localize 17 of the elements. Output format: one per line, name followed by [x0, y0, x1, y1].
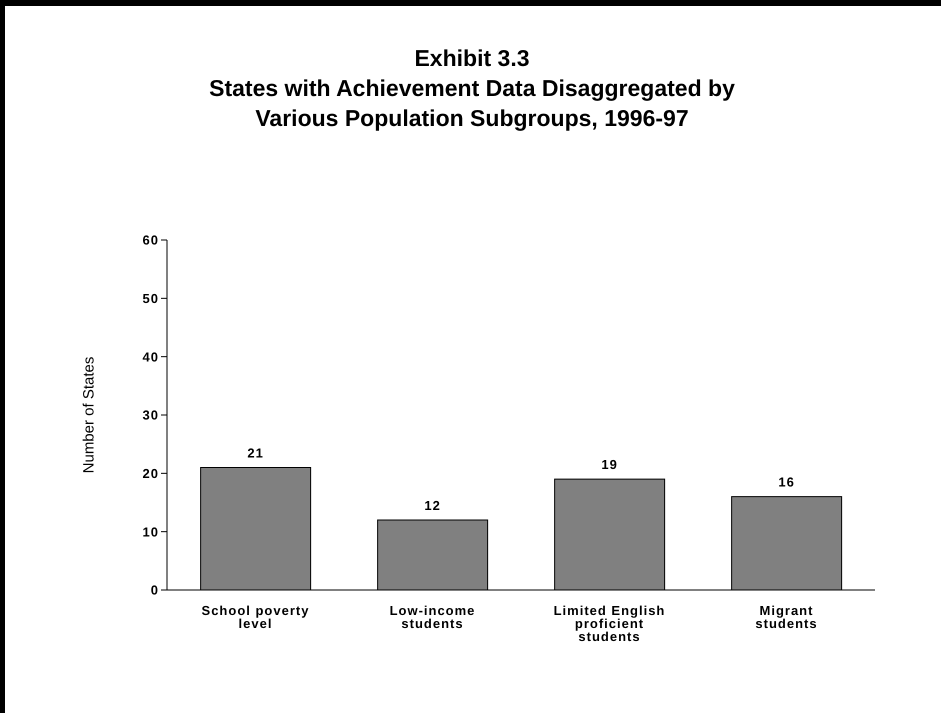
data-label: 12 [424, 498, 441, 513]
data-label: 19 [601, 457, 618, 472]
y-tick-label: 60 [142, 232, 159, 248]
y-tick-label: 0 [150, 582, 159, 598]
y-tick-label: 30 [142, 408, 159, 423]
x-tick-label: School poverty level [202, 603, 310, 632]
y-tick-label: 10 [142, 524, 159, 540]
y-axis-title: Number of States [80, 356, 98, 474]
y-tick-label: 20 [142, 466, 159, 481]
data-label: 16 [778, 474, 795, 490]
data-label: 21 [247, 446, 264, 460]
x-tick-label: Limited English proficient students [554, 603, 666, 644]
y-tick-label: 50 [142, 290, 159, 306]
x-tick-label: Migrant students [755, 603, 818, 632]
chart-title: Exhibit 3.3 States with Achievement Data Disaggregated by Various Population Subgroups, 1996-97 [208, 44, 736, 133]
y-tick-label: 40 [142, 349, 159, 364]
x-tick-label: Low-income students [390, 603, 476, 632]
